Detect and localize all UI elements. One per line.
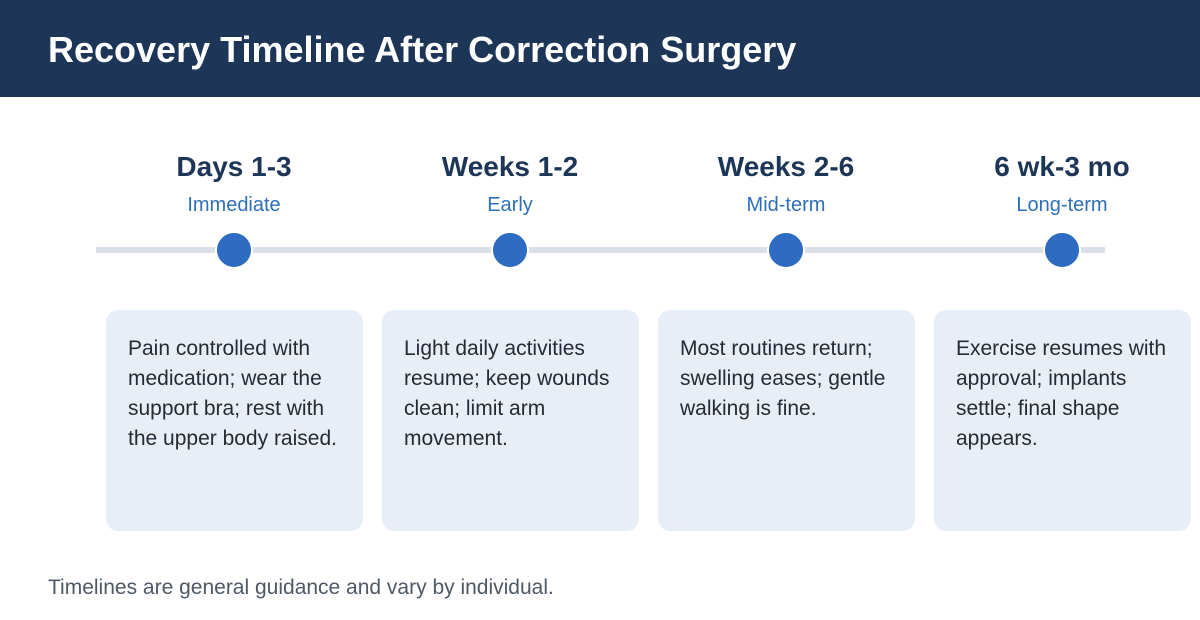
stage-phase: Early bbox=[487, 194, 533, 216]
stage-card: Light daily activities resume; keep woun… bbox=[382, 310, 639, 531]
stage-description: Light daily activities resume; keep woun… bbox=[404, 337, 610, 450]
page-title: Recovery Timeline After Correction Surge… bbox=[48, 29, 797, 70]
stage-description: Pain controlled with medication; wear th… bbox=[128, 337, 337, 450]
timeline-marker bbox=[1043, 231, 1081, 269]
header-bar: Recovery Timeline After Correction Surge… bbox=[0, 0, 1200, 97]
timeline-marker bbox=[215, 231, 253, 269]
stage-period: 6 wk-3 mo bbox=[994, 151, 1130, 182]
stage-card: Exercise resumes with approval; implants… bbox=[934, 310, 1191, 531]
stage-description: Most routines return; swelling eases; ge… bbox=[680, 337, 886, 420]
stage-card: Pain controlled with medication; wear th… bbox=[106, 310, 363, 531]
footnote: Timelines are general guidance and vary … bbox=[48, 576, 554, 599]
stage-phase: Immediate bbox=[187, 194, 281, 216]
timeline-track bbox=[96, 247, 1105, 253]
stage-phase: Mid-term bbox=[746, 194, 826, 216]
stage-period: Days 1-3 bbox=[176, 151, 292, 182]
stage-period: Weeks 2-6 bbox=[717, 151, 855, 182]
stage-phase: Long-term bbox=[1016, 194, 1108, 216]
timeline-marker bbox=[767, 231, 805, 269]
stage-card: Most routines return; swelling eases; ge… bbox=[658, 310, 915, 531]
stage-period: Weeks 1-2 bbox=[441, 151, 579, 182]
stage-description: Exercise resumes with approval; implants… bbox=[956, 337, 1167, 450]
timeline-marker bbox=[491, 231, 529, 269]
